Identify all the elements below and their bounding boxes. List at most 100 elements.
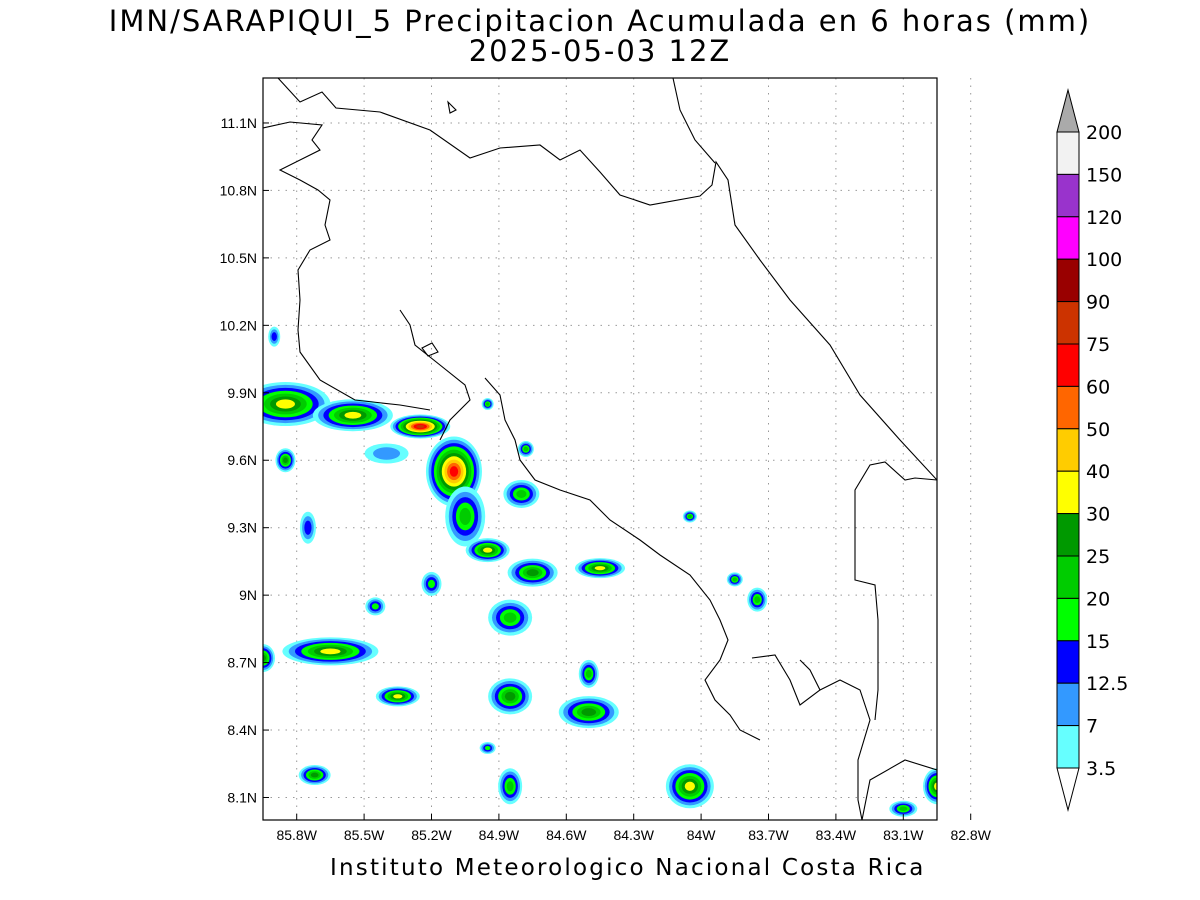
lon-tick-label: 83.4W bbox=[816, 827, 857, 843]
colorbar-segment bbox=[1056, 131, 1080, 175]
lon-tick-label: 83.1W bbox=[883, 827, 924, 843]
lon-tick-label: 84W bbox=[687, 827, 717, 843]
colorbar-segment bbox=[1056, 216, 1080, 260]
colorbar-segment bbox=[1056, 470, 1080, 515]
lat-tick-label: 9.3N bbox=[227, 520, 257, 536]
precip-contour bbox=[581, 708, 597, 716]
colorbar-top-arrow bbox=[1056, 88, 1080, 133]
lat-tick-label: 8.7N bbox=[227, 655, 257, 671]
colorbar-label: 60 bbox=[1086, 376, 1110, 398]
lat-tick-label: 8.1N bbox=[227, 790, 257, 806]
colorbar-segment bbox=[1056, 258, 1080, 303]
colorbar-segment bbox=[1056, 597, 1080, 642]
colorbar-segment bbox=[1056, 640, 1080, 684]
coastline-northeast bbox=[672, 78, 716, 164]
precip-contour bbox=[506, 781, 514, 792]
colorbar-segment bbox=[1056, 343, 1080, 387]
precip-contour bbox=[271, 332, 277, 341]
lat-tick-label: 11.1N bbox=[221, 115, 257, 131]
lon-tick-label: 84.9W bbox=[479, 827, 520, 843]
coastline-burica bbox=[861, 759, 937, 820]
lat-tick-label: 8.4N bbox=[227, 722, 257, 738]
lat-tick-label: 9N bbox=[239, 587, 257, 603]
colorbar-segment bbox=[1056, 513, 1080, 557]
precip-contour bbox=[428, 579, 435, 589]
colorbar-label: 12.5 bbox=[1086, 673, 1128, 695]
chart-subtitle-date: 2025-05-03 12Z bbox=[468, 34, 732, 68]
precip-contour bbox=[516, 489, 527, 498]
precip-contour bbox=[684, 781, 695, 791]
latitude-axis: 11.1N 10.8N 10.5N 10.2N 9.9N 9.6N 9.3N 9N 8.7N 8.… bbox=[220, 115, 269, 806]
colorbar-segment bbox=[1056, 301, 1080, 345]
colorbar-segment bbox=[1056, 725, 1080, 769]
precip-contour bbox=[687, 514, 692, 519]
border-panama bbox=[854, 461, 937, 520]
map-frame bbox=[262, 77, 938, 821]
precip-contour bbox=[504, 691, 516, 701]
lon-tick-label: 83.7W bbox=[748, 827, 789, 843]
colorbar-label: 90 bbox=[1086, 292, 1110, 314]
colorbar-label: 150 bbox=[1086, 164, 1122, 186]
colorbar-bottom-arrow bbox=[1056, 767, 1080, 812]
precip-contour bbox=[732, 577, 738, 582]
precip-contour bbox=[373, 447, 401, 460]
precip-contour bbox=[484, 745, 491, 751]
precip-contour bbox=[485, 402, 490, 406]
colorbar-legend: 3.5 7 12.5 15 20 25 30 40 50 60 75 90 100 120 150 200 bbox=[1056, 88, 1128, 812]
colorbar-segment bbox=[1056, 682, 1080, 727]
precip-contour bbox=[304, 520, 312, 535]
precip-contour bbox=[594, 566, 606, 571]
precip-contour bbox=[344, 411, 362, 419]
precip-contour bbox=[523, 446, 529, 452]
precip-contour bbox=[416, 424, 425, 429]
colorbar-segment bbox=[1056, 555, 1080, 599]
colorbar-label: 200 bbox=[1086, 122, 1122, 144]
precip-contour bbox=[310, 772, 319, 778]
colorbar-label: 50 bbox=[1086, 419, 1110, 441]
lon-tick-label: 84.3W bbox=[613, 827, 654, 843]
colorbar-label: 40 bbox=[1086, 461, 1110, 483]
colorbar-segment bbox=[1056, 385, 1080, 430]
precip-contour bbox=[503, 612, 517, 623]
lon-tick-label: 82.8W bbox=[950, 827, 991, 843]
coastline-osa bbox=[751, 654, 821, 706]
lat-tick-label: 9.9N bbox=[227, 385, 257, 401]
precip-contour bbox=[283, 457, 288, 464]
island-lake bbox=[447, 100, 457, 114]
coastline-central-pacific bbox=[484, 377, 761, 741]
precip-contour bbox=[585, 669, 592, 678]
border-panama-south bbox=[854, 520, 879, 721]
colorbar-segment bbox=[1056, 428, 1080, 472]
coastline-nicoya bbox=[263, 121, 431, 411]
precip-contour bbox=[483, 547, 493, 553]
island-chira bbox=[421, 342, 439, 357]
longitude-axis: 85.8W 85.5W 85.2W 84.9W 84.6W 84.3W 84W 83.7W 83… bbox=[276, 814, 992, 843]
precip-contour bbox=[459, 507, 471, 526]
lon-tick-label: 85.2W bbox=[411, 827, 452, 843]
precip-contour bbox=[754, 596, 761, 604]
precip-contour bbox=[371, 603, 379, 610]
coastline-south bbox=[819, 679, 871, 820]
colorbar-label: 30 bbox=[1086, 504, 1110, 526]
lat-tick-label: 10.2N bbox=[220, 317, 257, 333]
precip-contour bbox=[449, 466, 459, 477]
precipitation-field bbox=[263, 326, 937, 817]
colorbar-label: 15 bbox=[1086, 631, 1110, 653]
colorbar-label: 75 bbox=[1086, 334, 1110, 356]
precip-contour bbox=[275, 399, 295, 409]
footer-credit: Instituto Meteorologico Nacional Costa R… bbox=[330, 855, 926, 881]
lon-tick-label: 84.6W bbox=[546, 827, 587, 843]
lon-tick-label: 85.8W bbox=[276, 827, 317, 843]
lat-tick-label: 10.8N bbox=[220, 182, 257, 198]
lat-tick-label: 9.6N bbox=[227, 452, 257, 468]
colorbar-label: 3.5 bbox=[1086, 758, 1116, 780]
precip-contour bbox=[393, 694, 403, 699]
colorbar-label: 120 bbox=[1086, 207, 1122, 229]
lat-tick-label: 10.5N bbox=[220, 250, 257, 266]
chart-title: IMN/SARAPIQUI_5 Precipitacion Acumulada … bbox=[108, 4, 1092, 38]
colorbar-segment bbox=[1056, 173, 1080, 218]
precip-contour bbox=[263, 654, 266, 662]
colorbar-label: 20 bbox=[1086, 588, 1110, 610]
colorbar-label: 7 bbox=[1086, 716, 1098, 738]
